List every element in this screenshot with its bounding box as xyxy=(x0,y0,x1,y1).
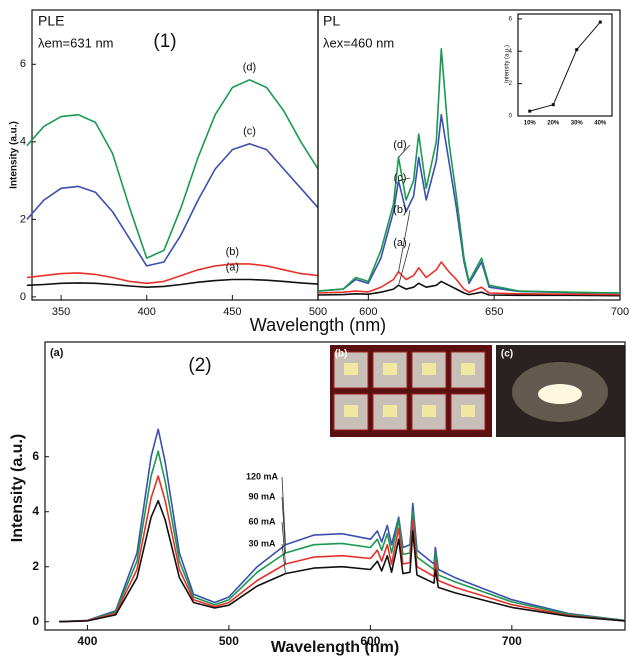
series-line xyxy=(529,21,601,112)
title: PL xyxy=(323,13,340,29)
y-tick-label: 6 xyxy=(20,58,26,70)
label-arrow xyxy=(281,543,286,574)
y-tick-label: 2 xyxy=(32,559,39,573)
series-line xyxy=(26,143,319,267)
point xyxy=(598,20,602,24)
photo-label: (c) xyxy=(501,349,513,360)
x-tick-label: 700 xyxy=(502,634,522,648)
series-line xyxy=(317,280,621,297)
x-tick-label: 400 xyxy=(77,634,97,648)
label-arrow xyxy=(398,177,411,181)
series-line xyxy=(26,79,319,259)
led-chip xyxy=(383,363,397,375)
x-label: Wavelength (nm) xyxy=(250,315,386,335)
x-tick-label: 10% xyxy=(524,121,537,127)
series-label: (d) xyxy=(393,139,406,151)
series-label: (b) xyxy=(226,246,239,258)
y-tick-label: 0 xyxy=(509,114,513,120)
photo-label: (b) xyxy=(335,349,348,360)
x-tick-label: 600 xyxy=(360,634,380,648)
y-label: Intensity (a.u.) xyxy=(9,121,20,189)
y-tick-label: 2 xyxy=(20,213,26,225)
series-line xyxy=(59,450,626,623)
annotation: (1) xyxy=(153,31,176,52)
label-arrow xyxy=(281,521,286,565)
x-tick-label: 400 xyxy=(138,306,156,318)
point xyxy=(575,48,579,52)
subtitle: λex=460 nm xyxy=(323,35,394,50)
x-tick-label: 350 xyxy=(52,306,70,318)
x-tick-label: 500 xyxy=(309,306,327,318)
y-label: Intensity (a.u.) xyxy=(505,45,511,83)
point xyxy=(528,109,532,113)
y-tick-label: 6 xyxy=(32,449,39,463)
y-label: Intensity (a.u.) xyxy=(9,434,26,542)
series-line xyxy=(59,475,626,623)
led-chip xyxy=(422,405,436,417)
series-line xyxy=(26,263,319,285)
series-label: 120 mA xyxy=(246,471,279,481)
y-tick-label: 0 xyxy=(32,614,39,628)
series-label: 30 mA xyxy=(248,538,276,548)
series-label: (d) xyxy=(243,62,256,74)
label-arrow xyxy=(398,144,411,158)
label-arrow xyxy=(398,209,411,272)
title: PLE xyxy=(38,13,64,29)
x-tick-label: 450 xyxy=(223,306,241,318)
point xyxy=(551,103,555,107)
led-grid xyxy=(333,351,486,431)
series-label: (c) xyxy=(394,172,407,184)
x-label: Wavelength (nm) xyxy=(271,639,399,656)
plot-frame xyxy=(31,9,319,301)
annotation: (2) xyxy=(188,355,211,376)
panel-label: (a) xyxy=(50,347,64,359)
photo-c xyxy=(496,345,625,437)
series-label: 60 mA xyxy=(248,516,276,526)
series-label: (c) xyxy=(243,126,256,138)
x-tick-label: 30% xyxy=(571,121,584,127)
led-tile xyxy=(450,351,486,389)
led-chip xyxy=(344,405,358,417)
series-label: (b) xyxy=(393,204,406,216)
label-arrow xyxy=(281,496,286,554)
x-tick-label: 40% xyxy=(594,121,607,127)
x-tick-label: 20% xyxy=(547,121,560,127)
series-label: 90 mA xyxy=(248,491,276,501)
y-tick-label: 6 xyxy=(509,16,513,22)
label-arrow xyxy=(398,242,411,286)
x-tick-label: 600 xyxy=(359,306,377,318)
plot-frame xyxy=(517,13,613,117)
led-chip xyxy=(461,405,475,417)
y-tick-label: 0 xyxy=(20,291,26,303)
plot-frame xyxy=(317,9,621,301)
x-tick-label: 700 xyxy=(611,306,629,318)
y-tick-label: 4 xyxy=(32,504,39,518)
y-tick-label: 2 xyxy=(509,81,513,87)
led-chip xyxy=(383,405,397,417)
x-tick-label: 500 xyxy=(219,634,239,648)
plot-frame xyxy=(44,341,626,631)
subtitle: λem=631 nm xyxy=(38,35,114,50)
label-arrow xyxy=(281,476,286,545)
led-tile xyxy=(372,351,408,389)
series-line xyxy=(59,499,626,623)
led-chip xyxy=(344,363,358,375)
series-line xyxy=(317,113,621,294)
series-line xyxy=(317,48,621,294)
led-chip xyxy=(461,363,475,375)
series-line xyxy=(59,428,626,623)
x-tick-label: 650 xyxy=(485,306,503,318)
led-chip xyxy=(422,363,436,375)
y-tick-label: 4 xyxy=(509,49,513,55)
series-line xyxy=(317,261,621,296)
series-label: (a) xyxy=(226,261,239,273)
y-tick-label: 4 xyxy=(20,136,26,148)
glow-core xyxy=(538,384,582,404)
photo-b xyxy=(330,345,492,437)
series-line xyxy=(26,278,319,288)
